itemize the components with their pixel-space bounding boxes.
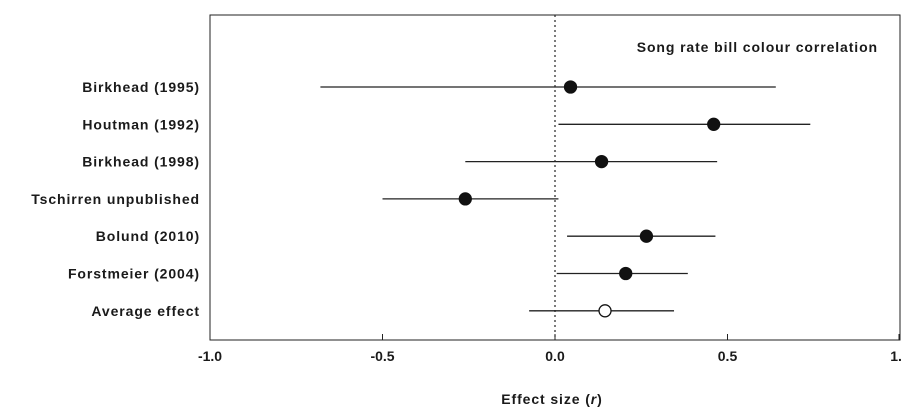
x-tick-label: 0.5 (718, 348, 738, 364)
study-label: Birkhead (1998) (82, 154, 200, 170)
x-axis-label-suffix: ) (597, 391, 603, 407)
x-tick-label: 0.0 (545, 348, 565, 364)
average-effect-point (598, 304, 612, 318)
effect-point (707, 117, 721, 131)
study-label: Bolund (2010) (96, 228, 200, 244)
x-tick-label: -0.5 (370, 348, 394, 364)
x-tick-label: -1.0 (198, 348, 222, 364)
chart-annotation: Song rate bill colour correlation (637, 39, 878, 55)
study-label: Tschirren unpublished (31, 191, 200, 207)
study-label: Average effect (91, 303, 200, 319)
x-axis-label-prefix: Effect size ( (501, 391, 591, 407)
effect-point (639, 229, 654, 243)
x-tick-label: 1.0 (890, 348, 902, 364)
study-label: Forstmeier (2004) (68, 266, 200, 282)
x-axis-label: Effect size (r) (501, 391, 602, 407)
effect-point (563, 80, 578, 94)
effect-point (594, 154, 609, 169)
effect-point (619, 266, 633, 281)
study-label: Birkhead (1995) (82, 79, 200, 95)
study-label: Houtman (1992) (82, 116, 200, 132)
effect-point (458, 192, 472, 206)
study-rows: Birkhead (1995) Houtman (1992) Birkhead (1… (31, 79, 811, 319)
x-axis-ticks: -1.0 -0.5 0.0 0.5 1.0 (198, 334, 902, 364)
x-axis-label-variable: r (591, 391, 598, 407)
